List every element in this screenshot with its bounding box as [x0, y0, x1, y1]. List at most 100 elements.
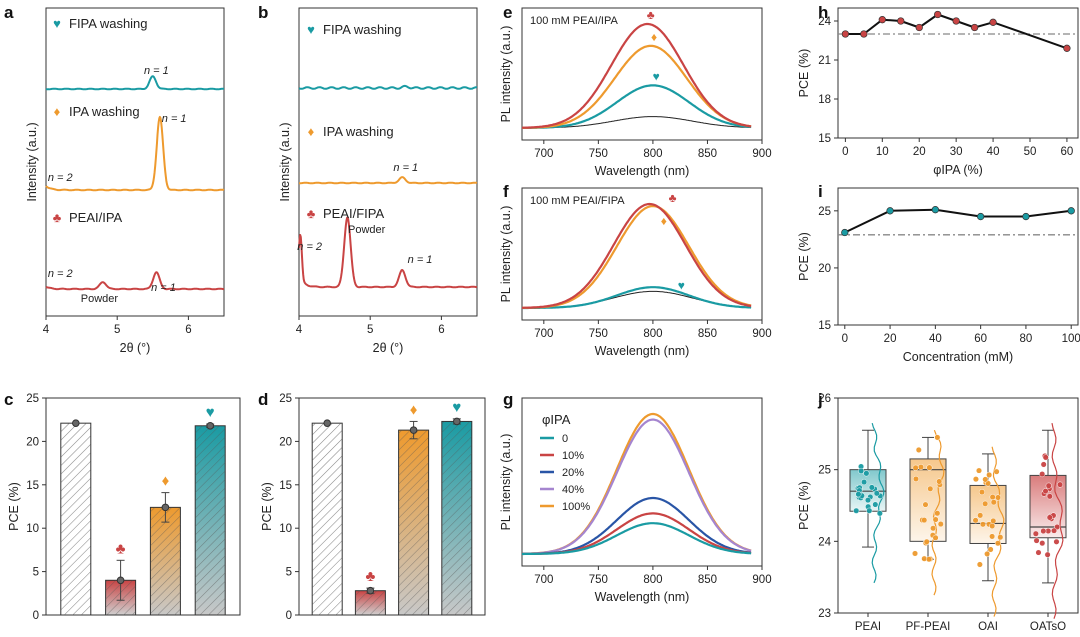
bar-symbol-teal: ♥ — [452, 399, 461, 416]
distribution-curve — [991, 446, 1005, 617]
legend-label: IPA washing — [69, 104, 140, 119]
y-tick-label: 21 — [818, 55, 831, 67]
data-point — [972, 517, 979, 524]
xrd-curve-orange — [298, 176, 478, 185]
data-point — [1039, 540, 1046, 547]
y-tick-label: 25 — [279, 393, 292, 405]
data-point — [934, 10, 942, 19]
y-tick-label: 5 — [33, 567, 39, 579]
curve-symbol-orange: ♦ — [651, 30, 657, 44]
panel-title: 100 mM PEAI/FIPA — [530, 195, 625, 207]
data-point — [926, 464, 933, 471]
data-point — [911, 550, 919, 557]
curve-symbol-red: ♣ — [669, 191, 677, 205]
y-tick-label: 24 — [818, 16, 831, 28]
peak-annotation: n = 1 — [144, 65, 169, 77]
data-point — [979, 521, 986, 528]
data-point — [975, 467, 983, 474]
data-point — [1050, 527, 1058, 534]
x-axis-label: 2θ (°) — [373, 341, 404, 355]
data-point — [993, 468, 1000, 475]
x-tick-label: 40 — [929, 333, 942, 345]
panel-b-frame — [298, 7, 478, 317]
data-point — [1057, 481, 1064, 488]
mean-marker — [72, 419, 80, 427]
data-point — [858, 467, 865, 475]
pce-bar-hatch — [195, 425, 226, 615]
data-point — [932, 534, 939, 541]
y-tick-label: 15 — [818, 133, 831, 145]
y-axis-label: PL intensity (a.u.) — [499, 434, 513, 531]
x-tick-label: 30 — [950, 146, 963, 158]
distribution-curve — [871, 422, 885, 584]
y-tick-label: 10 — [26, 523, 39, 535]
x-tick-label: 4 — [43, 324, 50, 336]
data-point — [860, 30, 868, 38]
legend-label: 20% — [562, 467, 584, 479]
x-tick-label: 4 — [296, 324, 303, 336]
y-tick-label: 20 — [279, 436, 292, 448]
peak-annotation: n = 2 — [48, 268, 73, 280]
bar-symbol-red: ♣ — [365, 568, 375, 585]
y-tick-label: 0 — [33, 610, 39, 622]
y-tick-label: 0 — [286, 610, 292, 622]
x-axis-label: Wavelength (nm) — [595, 590, 690, 604]
legend-title: φIPA — [542, 412, 571, 427]
y-axis-label: Intensity (a.u.) — [278, 122, 292, 201]
data-point — [923, 538, 930, 545]
x-tick-label: 60 — [1061, 146, 1074, 158]
y-axis-label: PL intensity (a.u.) — [499, 26, 513, 123]
x-tick-label: 800 — [643, 328, 662, 340]
xrd-curve-red — [298, 216, 478, 289]
pce-bar-hatch — [60, 423, 91, 615]
data-point — [861, 479, 868, 486]
bar-symbol-orange: ♦ — [162, 473, 170, 490]
y-tick-label: 25 — [818, 206, 831, 218]
legend-label: 10% — [562, 450, 584, 462]
data-point — [1040, 528, 1047, 535]
mean-marker — [206, 421, 214, 430]
x-tick-label: 900 — [752, 574, 771, 586]
pce-bar-hatch — [441, 421, 472, 615]
x-tick-label: 800 — [643, 574, 662, 586]
data-point — [952, 17, 960, 25]
y-axis-label: PCE (%) — [260, 482, 274, 531]
data-point — [915, 23, 923, 32]
y-axis-label: PCE (%) — [797, 481, 811, 530]
data-point — [936, 478, 943, 485]
legend-label: FIPA washing — [323, 22, 402, 37]
y-tick-label: 10 — [279, 523, 292, 535]
x-tick-label: OAI — [978, 621, 998, 633]
distribution-curve — [1051, 422, 1064, 619]
bar-symbol-teal: ♥ — [206, 404, 215, 421]
y-tick-label: 20 — [818, 263, 831, 275]
y-axis-label: Intensity (a.u.) — [25, 122, 39, 201]
x-tick-label: OATsO — [1030, 621, 1066, 633]
data-point — [934, 434, 941, 441]
trend-line — [844, 208, 1072, 234]
pl-curve-orange — [522, 412, 752, 555]
y-tick-label: 23 — [818, 608, 831, 620]
x-tick-label: 850 — [698, 148, 717, 160]
panel-label-d: d — [258, 390, 268, 409]
data-point — [873, 490, 880, 497]
x-tick-label: 700 — [534, 574, 553, 586]
y-axis-label: PCE (%) — [797, 49, 811, 98]
peak-annotation: Powder — [81, 293, 119, 305]
data-point — [853, 507, 860, 514]
data-point — [1033, 537, 1040, 544]
data-point — [876, 510, 883, 517]
panel-c-frame — [45, 397, 241, 616]
data-point — [1067, 207, 1075, 215]
mean-marker — [323, 419, 332, 427]
legend-symbol-red: ♣ — [53, 210, 62, 225]
x-tick-label: 700 — [534, 148, 553, 160]
data-point — [868, 484, 875, 491]
panel-title: 100 mM PEAI/IPA — [530, 15, 618, 27]
x-tick-label: 750 — [589, 328, 608, 340]
data-point — [994, 494, 1002, 501]
mean-marker — [161, 503, 170, 512]
data-point — [990, 499, 997, 506]
x-tick-label: 20 — [884, 333, 897, 345]
y-axis-label: PCE (%) — [7, 482, 21, 531]
